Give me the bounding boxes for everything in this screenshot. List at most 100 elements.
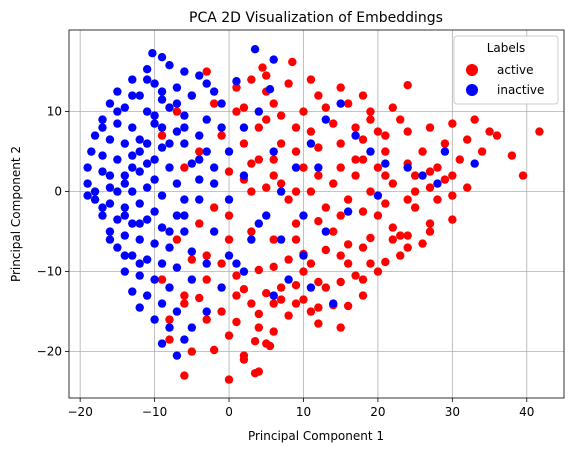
point-active <box>247 75 256 84</box>
point-active <box>448 191 457 200</box>
point-active <box>232 291 241 300</box>
point-active <box>358 243 368 252</box>
point-inactive <box>120 251 130 260</box>
point-inactive <box>232 259 241 268</box>
point-active <box>232 317 241 327</box>
point-inactive <box>98 211 107 220</box>
point-active <box>291 187 301 196</box>
point-active <box>306 259 316 268</box>
point-active <box>157 131 167 140</box>
y-tick-label: −10 <box>37 265 62 279</box>
point-inactive <box>202 79 211 88</box>
point-inactive <box>433 179 442 188</box>
point-active <box>217 131 226 140</box>
point-active <box>381 199 390 208</box>
point-active <box>373 163 383 172</box>
point-inactive <box>83 163 92 172</box>
legend-box <box>453 35 559 105</box>
point-active <box>202 67 211 76</box>
point-active <box>157 275 167 284</box>
point-active <box>314 217 323 226</box>
point-inactive <box>135 147 144 156</box>
point-active <box>366 115 375 124</box>
point-inactive <box>90 187 100 196</box>
point-active <box>351 171 360 180</box>
point-inactive <box>172 179 182 188</box>
point-active <box>366 187 375 196</box>
point-inactive <box>165 227 174 236</box>
point-inactive <box>105 171 115 180</box>
point-active <box>314 91 323 100</box>
point-inactive <box>150 175 159 184</box>
point-active <box>343 240 353 249</box>
point-inactive <box>142 159 152 168</box>
point-active <box>336 211 345 220</box>
point-active <box>507 151 517 160</box>
legend-label-active: active <box>497 63 533 77</box>
point-inactive <box>135 235 144 244</box>
point-active <box>239 103 249 112</box>
point-inactive <box>239 123 249 132</box>
point-inactive <box>440 147 450 156</box>
point-inactive <box>113 87 122 96</box>
point-active <box>224 235 234 244</box>
point-inactive <box>187 275 197 284</box>
point-active <box>358 275 368 284</box>
point-inactive <box>165 283 174 292</box>
point-active <box>195 219 204 228</box>
point-inactive <box>209 163 219 172</box>
point-active <box>433 195 442 204</box>
x-tick-label: 20 <box>370 405 385 419</box>
point-inactive <box>284 275 293 284</box>
point-active <box>381 147 390 156</box>
point-active <box>224 375 234 384</box>
point-active <box>425 227 435 236</box>
point-inactive <box>180 67 189 76</box>
point-active <box>381 257 390 267</box>
point-active <box>247 227 256 236</box>
point-active <box>284 195 293 204</box>
point-active <box>329 179 338 188</box>
point-active <box>381 171 390 180</box>
point-active <box>291 123 301 132</box>
point-inactive <box>276 235 286 244</box>
y-axis-label: Principal Component 2 <box>9 146 23 282</box>
point-active <box>217 259 226 268</box>
point-inactive <box>157 143 167 152</box>
legend-label-inactive: inactive <box>497 83 544 97</box>
point-active <box>366 259 375 268</box>
point-active <box>321 203 331 212</box>
point-inactive <box>142 255 152 264</box>
point-inactive <box>254 219 264 228</box>
point-active <box>336 163 345 172</box>
point-active <box>291 147 301 156</box>
point-inactive <box>135 167 144 176</box>
y-tick-label: −20 <box>37 345 62 359</box>
point-active <box>180 299 189 308</box>
legend: Labels active inactive <box>453 35 559 105</box>
point-active <box>381 131 390 140</box>
point-active <box>351 155 360 164</box>
point-inactive <box>135 303 144 312</box>
point-active <box>269 262 278 271</box>
point-inactive <box>142 75 152 84</box>
point-inactive <box>165 139 174 148</box>
point-active <box>165 335 174 344</box>
point-active <box>425 183 435 192</box>
x-tick-label: 10 <box>296 405 311 419</box>
point-inactive <box>157 53 167 62</box>
point-active <box>418 147 427 156</box>
point-inactive <box>157 123 167 132</box>
point-inactive <box>150 79 159 88</box>
point-inactive <box>187 91 197 100</box>
point-active <box>224 211 234 220</box>
point-active <box>396 251 405 260</box>
point-inactive <box>128 91 137 100</box>
point-inactive <box>217 283 226 292</box>
point-active <box>366 233 375 243</box>
point-inactive <box>373 191 383 200</box>
point-active <box>336 323 345 332</box>
point-active <box>299 163 308 172</box>
point-inactive <box>150 155 159 164</box>
point-inactive <box>87 147 96 156</box>
